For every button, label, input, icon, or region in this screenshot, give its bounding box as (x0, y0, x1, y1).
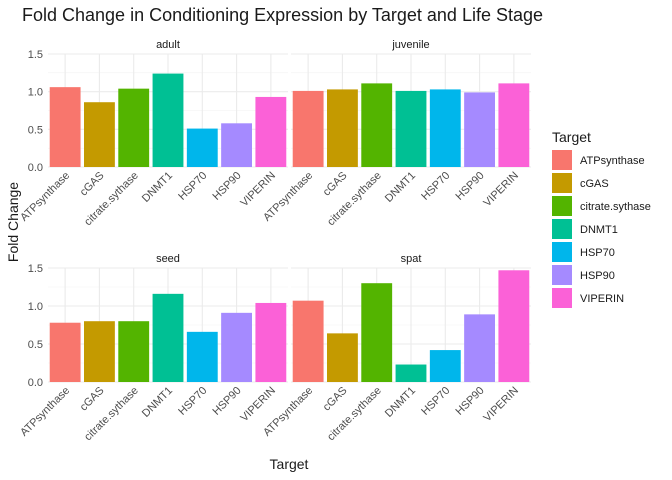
y-tick-label: 1.0 (28, 87, 43, 99)
x-tick-label: HSP70 (419, 385, 452, 418)
legend-key-DNMT1 (552, 219, 572, 239)
x-tick-label: cGAS (78, 385, 107, 414)
bar-seed-VIPERIN (255, 302, 287, 382)
y-tick-label: 0.0 (28, 377, 43, 389)
x-tick-label: HSP90 (454, 170, 487, 203)
x-tick-label: cGAS (321, 170, 350, 199)
y-tick-label: 1.5 (28, 263, 43, 275)
bar-juvenile-VIPERIN (498, 83, 530, 167)
bar-juvenile-HSP90 (464, 92, 495, 167)
bar-adult-HSP90 (221, 123, 252, 167)
legend-label: DNMT1 (580, 224, 618, 236)
chart-title: Fold Change in Conditioning Expression b… (22, 5, 543, 25)
bar-spat-citrate.sythase (361, 283, 393, 382)
legend-key-cGAS (552, 173, 572, 193)
bar-juvenile-DNMT1 (395, 90, 427, 167)
legend-key-HSP90 (552, 265, 572, 285)
bar-adult-DNMT1 (152, 73, 184, 167)
bar-seed-cGAS (84, 321, 115, 382)
facet-label-adult: adult (156, 39, 180, 51)
x-tick-label: VIPERIN (481, 170, 521, 210)
y-tick-label: 0.0 (28, 162, 43, 174)
x-tick-label: HSP90 (454, 385, 487, 418)
bar-juvenile-HSP70 (429, 89, 461, 167)
y-tick-label: 1.5 (28, 49, 43, 61)
x-tick-label: cGAS (78, 170, 107, 199)
bar-juvenile-cGAS (327, 89, 358, 167)
bar-seed-ATPsynthase (49, 322, 81, 382)
x-tick-label: DNMT1 (140, 170, 175, 205)
bar-adult-cGAS (84, 102, 115, 167)
x-tick-label: ATPsynthase (18, 170, 72, 224)
x-axis-title: Target (270, 456, 309, 472)
x-tick-label: VIPERIN (481, 385, 521, 425)
bar-juvenile-citrate.sythase (361, 83, 393, 167)
facet-label-seed: seed (156, 253, 180, 265)
bar-spat-HSP70 (429, 350, 461, 382)
legend-title: Target (552, 129, 591, 145)
x-tick-label: ATPsynthase (18, 385, 72, 439)
bar-spat-cGAS (327, 333, 358, 382)
facet-label-juvenile: juvenile (391, 39, 429, 51)
x-tick-label: HSP70 (176, 385, 209, 418)
y-tick-label: 1.0 (28, 301, 43, 313)
bar-juvenile-ATPsynthase (292, 90, 324, 167)
facet-label-spat: spat (401, 253, 422, 265)
x-tick-label: HSP70 (176, 170, 209, 203)
bar-spat-VIPERIN (498, 270, 530, 382)
x-tick-label: DNMT1 (383, 385, 418, 420)
bar-adult-citrate.sythase (118, 88, 150, 167)
x-tick-label: HSP70 (419, 170, 452, 203)
bar-spat-HSP90 (464, 314, 495, 382)
legend-label: cGAS (580, 178, 609, 190)
bar-adult-ATPsynthase (49, 87, 81, 167)
bar-spat-DNMT1 (395, 364, 427, 382)
legend-label: VIPERIN (580, 293, 624, 305)
legend-key-ATPsynthase (552, 150, 572, 170)
y-tick-label: 0.5 (28, 339, 43, 351)
x-tick-label: HSP90 (211, 385, 244, 418)
legend-label: ATPsynthase (580, 155, 645, 167)
bar-adult-VIPERIN (255, 96, 287, 167)
legend-key-citrate.sythase (552, 196, 572, 216)
x-tick-label: DNMT1 (383, 170, 418, 205)
bar-spat-ATPsynthase (292, 300, 324, 382)
legend: Target ATPsynthase cGAS citrate.sythase DNM… (552, 129, 651, 308)
legend-label: HSP70 (580, 247, 615, 259)
bar-seed-citrate.sythase (118, 321, 150, 382)
legend-key-HSP70 (552, 242, 572, 262)
bar-adult-HSP70 (186, 128, 218, 167)
legend-key-VIPERIN (552, 288, 572, 308)
x-tick-label: cGAS (321, 385, 350, 414)
bar-seed-HSP90 (221, 312, 252, 382)
bar-seed-DNMT1 (152, 293, 184, 382)
x-tick-label: DNMT1 (140, 385, 175, 420)
x-tick-label: HSP90 (211, 170, 244, 203)
legend-label: HSP90 (580, 270, 615, 282)
y-axis-title: Fold Change (5, 182, 21, 262)
legend-label: citrate.sythase (580, 201, 651, 213)
y-tick-label: 0.5 (28, 124, 43, 136)
bar-seed-HSP70 (186, 331, 218, 382)
